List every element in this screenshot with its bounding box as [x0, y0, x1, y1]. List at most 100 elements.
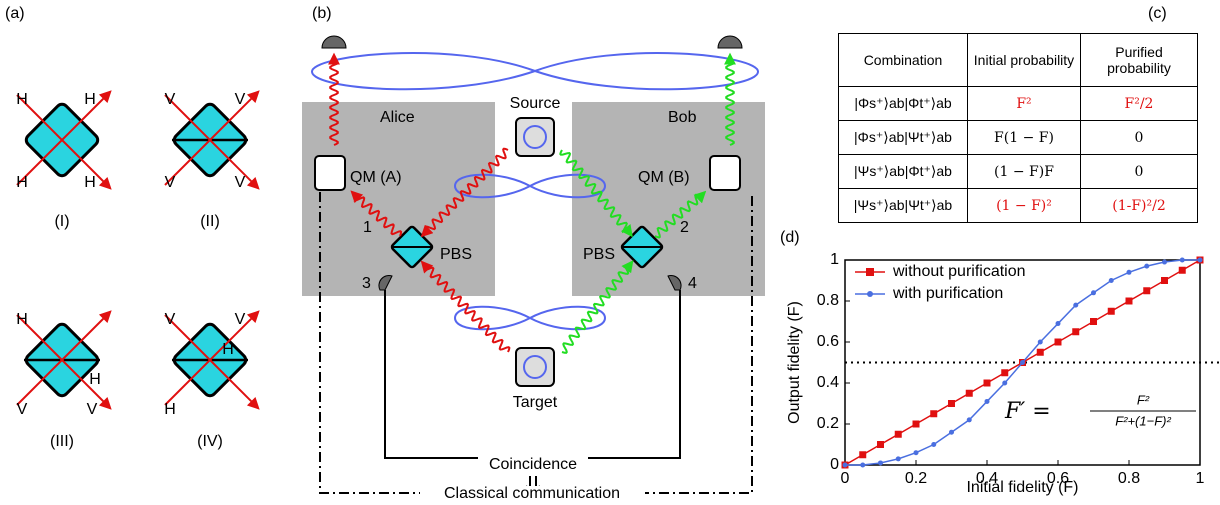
point — [1055, 339, 1062, 346]
point — [895, 431, 902, 438]
table-cell: |Ψs⁺⟩ab|Φt⁺⟩ab — [839, 155, 968, 189]
y-tick-label: 0.4 — [817, 374, 839, 391]
polarization-label: H — [222, 341, 234, 358]
point — [1108, 308, 1115, 315]
point — [914, 450, 919, 455]
point — [1072, 328, 1079, 335]
formula-lhs: F′ = — [1004, 399, 1051, 424]
point — [1162, 260, 1167, 265]
x-axis-label: Initial fidelity (F) — [966, 479, 1078, 496]
point — [1198, 258, 1203, 263]
table-row: CombinationInitial probabilityPurified p… — [839, 34, 1198, 87]
point — [1161, 277, 1168, 284]
point — [1143, 287, 1150, 294]
polarization-label: V — [235, 91, 246, 108]
source-label: Source — [510, 95, 561, 112]
diagram-label: (IV) — [197, 433, 223, 450]
qm-b-label: QM (B) — [638, 169, 690, 186]
target-label: Target — [513, 394, 558, 411]
point — [930, 410, 937, 417]
legend-label: with purification — [892, 285, 1003, 302]
y-tick-label: 0.8 — [817, 292, 839, 309]
point — [931, 442, 936, 447]
polarization-label: H — [16, 174, 28, 191]
polarization-label: H — [16, 91, 28, 108]
port-label: 1 — [363, 219, 372, 236]
qm-box — [710, 156, 740, 190]
table-cell: F² — [968, 87, 1081, 121]
point — [877, 441, 884, 448]
point — [1073, 303, 1078, 308]
table-cell: 0 — [1081, 121, 1198, 155]
point — [1056, 321, 1061, 326]
table-cell: (1 − F)F — [968, 155, 1081, 189]
y-tick-label: 0.2 — [817, 415, 839, 432]
y-tick-label: 1 — [830, 251, 839, 268]
point — [1179, 267, 1186, 274]
polarization-label: H — [84, 91, 96, 108]
table-cell: (1 − F)² — [968, 189, 1081, 223]
point — [967, 417, 972, 422]
y-axis-label: Output fidelity (F) — [786, 301, 803, 424]
legend-marker — [867, 291, 873, 297]
point — [860, 463, 865, 468]
table-row: |Ψs⁺⟩ab|Ψt⁺⟩ab(1 − F)²(1-F)²/2 — [839, 189, 1198, 223]
legend-label: without purification — [892, 263, 1026, 280]
table-cell: 0 — [1081, 155, 1198, 189]
diagram-label: (II) — [200, 213, 220, 230]
point — [843, 463, 848, 468]
polarization-label: V — [165, 91, 176, 108]
pbs-label: PBS — [440, 246, 472, 263]
panel-b: (b) Alice Bob Source Target QM (A) QM (B… — [302, 5, 765, 505]
x-tick-label: 0.8 — [1118, 470, 1140, 487]
table-row: |Φs⁺⟩ab|Φt⁺⟩abF²F²/2 — [839, 87, 1198, 121]
point — [1127, 270, 1132, 275]
point — [985, 399, 990, 404]
panel-label: (b) — [312, 5, 332, 22]
point — [984, 380, 991, 387]
alice-box — [302, 102, 495, 296]
polarization-label: V — [17, 401, 28, 418]
x-tick-label: 0 — [841, 470, 850, 487]
target-box — [516, 348, 554, 386]
table-cell: |Ψs⁺⟩ab|Ψt⁺⟩ab — [839, 189, 968, 223]
table-cell: |Φs⁺⟩ab|Φt⁺⟩ab — [839, 87, 968, 121]
polarization-label: V — [87, 401, 98, 418]
source-box — [516, 118, 554, 156]
qm-a-label: QM (A) — [350, 169, 402, 186]
classical-label: Classical communication — [444, 485, 620, 502]
formula-denominator: F²+(1−F)² — [1115, 413, 1171, 428]
coincidence-label: Coincidence — [489, 456, 577, 473]
point — [1091, 290, 1096, 295]
polarization-label: V — [235, 311, 246, 328]
point — [1020, 360, 1025, 365]
panel-label: (a) — [5, 5, 25, 22]
polarization-label: H — [89, 371, 101, 388]
x-tick-label: 0.2 — [905, 470, 927, 487]
port-label: 3 — [362, 275, 371, 292]
table-cell: Purified probability — [1081, 34, 1198, 87]
table-cell: (1-F)²/2 — [1081, 189, 1198, 223]
point — [1090, 318, 1097, 325]
point — [1002, 381, 1007, 386]
point — [859, 451, 866, 458]
y-tick-label: 0.6 — [817, 333, 839, 350]
point — [1038, 340, 1043, 345]
point — [878, 460, 883, 465]
point — [1109, 278, 1114, 283]
point — [1126, 298, 1133, 305]
port-label: 4 — [688, 275, 697, 292]
bob-label: Bob — [668, 109, 697, 126]
diagram-label: (I) — [54, 213, 69, 230]
alice-label: Alice — [380, 109, 415, 126]
formula-numerator: F² — [1137, 392, 1150, 407]
panel-label: (c) — [1148, 5, 1167, 22]
page: (a) HHHH(I)VVVV(II)HHVV(III)VVHH(IV) (b)… — [0, 0, 1220, 505]
point — [966, 390, 973, 397]
polarization-label: V — [235, 174, 246, 191]
legend-marker — [866, 268, 874, 276]
